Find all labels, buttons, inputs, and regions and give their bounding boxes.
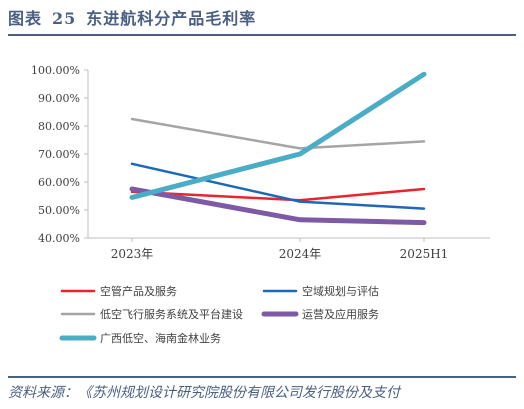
x-tick-label: 2023年 [111, 247, 154, 261]
source-rule [8, 376, 516, 378]
data-point [423, 140, 425, 142]
y-tick-label: 90.00% [38, 92, 80, 105]
series-line-5 [129, 71, 427, 200]
data-point [423, 208, 425, 210]
legend-label: 空域规划与评估 [302, 284, 379, 298]
y-tick-label: 60.00% [38, 176, 80, 189]
y-tick-label: 80.00% [38, 120, 80, 133]
data-point [423, 73, 425, 75]
data-point [299, 201, 301, 203]
figure-label: 图表 [8, 9, 43, 28]
legend-label: 空管产品及服务 [100, 284, 177, 298]
data-point [299, 153, 301, 155]
legend-label: 运营及应用服务 [302, 307, 379, 321]
data-point [423, 222, 425, 224]
margin-chart: 40.00% 50.00% 60.00% 70.00% 80.00% 90.00% 100.… [31, 64, 490, 345]
title-rule [8, 34, 516, 36]
chart-axes: 40.00% 50.00% 60.00% 70.00% 80.00% 90.00% 100.… [31, 64, 490, 261]
figure-title: 图表 25 东进航科分产品毛利率 [8, 5, 256, 29]
series-line-3 [130, 117, 426, 150]
y-tick-label: 50.00% [38, 204, 80, 217]
data-point [131, 118, 133, 120]
y-tick-label: 100.00% [31, 64, 80, 77]
x-tick-label: 2024年 [279, 247, 322, 261]
legend-label: 广西低空、海南金林业务 [100, 331, 221, 345]
figure-number: 25 [52, 9, 77, 28]
y-tick-label: 40.00% [38, 232, 80, 245]
figure-title-text: 东进航科分产品毛利率 [86, 9, 257, 28]
data-point [299, 219, 301, 221]
data-point [131, 188, 133, 190]
source-note: 资料来源：《苏州规划设计研究院股份有限公司发行股份及支付 [8, 385, 400, 401]
data-point [299, 147, 301, 149]
y-tick-label: 70.00% [38, 148, 80, 161]
data-point [131, 196, 133, 198]
data-point [131, 163, 133, 165]
data-point [423, 188, 425, 190]
x-tick-label: 2025H1 [400, 247, 449, 261]
legend-label: 低空飞行服务系统及平台建设 [100, 307, 243, 321]
chart-series [129, 71, 427, 226]
